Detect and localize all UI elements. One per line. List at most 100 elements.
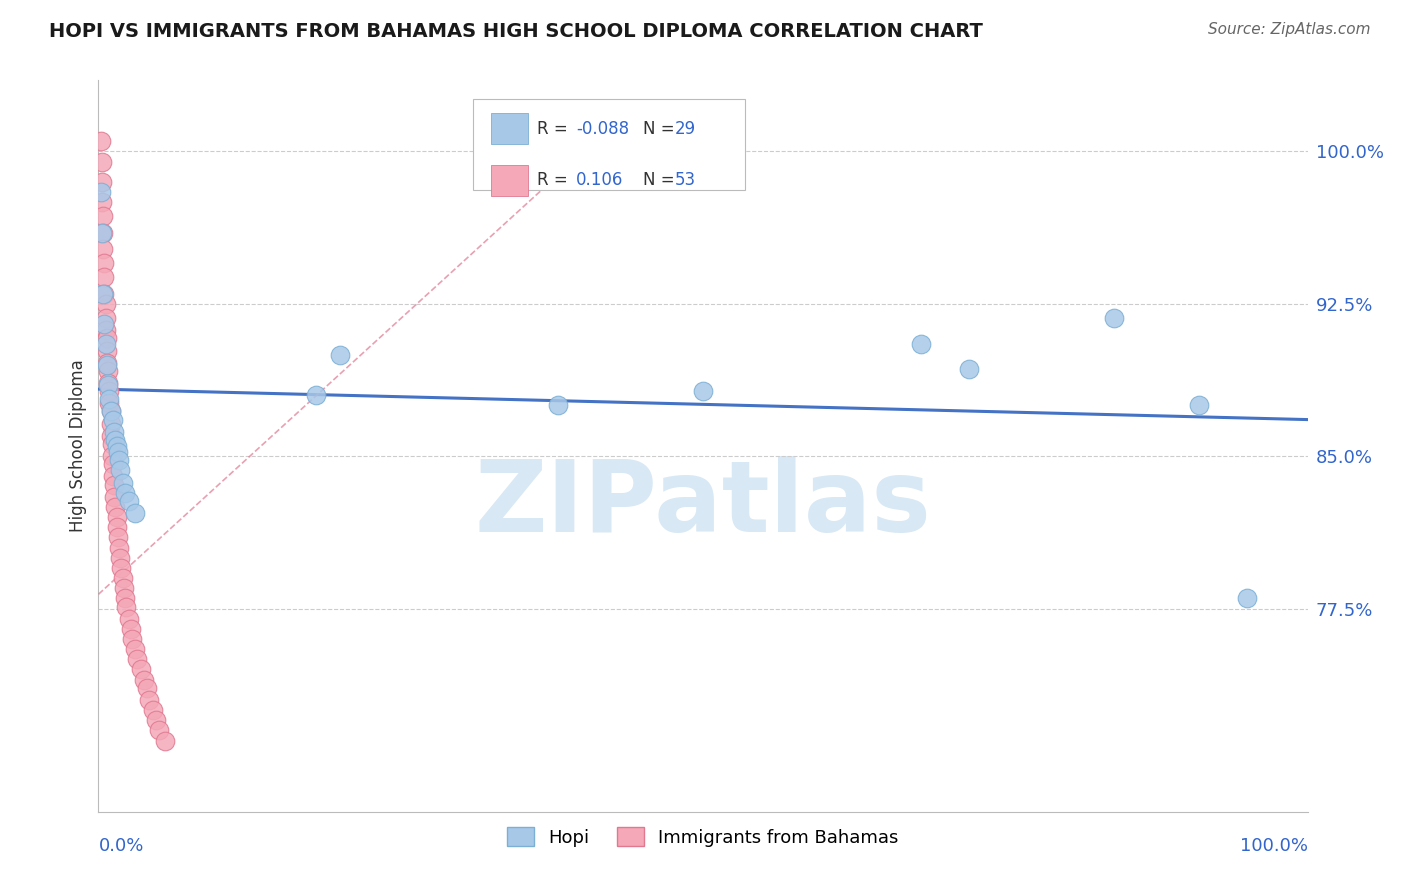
Point: [97, 376, 120, 390]
Point: [108, 463, 131, 477]
Point: [98, 396, 121, 410]
Point: [90, 134, 112, 148]
Point: [103, 477, 125, 491]
Point: [107, 445, 129, 459]
Point: [101, 469, 124, 483]
Point: [100, 404, 122, 418]
Point: [138, 693, 160, 707]
Point: [111, 571, 134, 585]
Point: [97, 364, 120, 378]
Point: [105, 520, 128, 534]
Point: [93, 317, 115, 331]
Point: [104, 500, 127, 514]
Point: [104, 433, 127, 447]
FancyBboxPatch shape: [492, 113, 527, 144]
Point: [114, 485, 136, 500]
Text: N =: N =: [643, 120, 679, 137]
Point: [98, 392, 121, 407]
Point: [148, 723, 170, 738]
Point: [96, 358, 118, 372]
Point: [94, 297, 117, 311]
Text: 0.0%: 0.0%: [98, 838, 143, 855]
Point: [121, 632, 143, 646]
Point: [910, 337, 932, 351]
Point: [114, 591, 136, 606]
Point: [115, 599, 138, 614]
Point: [118, 612, 141, 626]
Point: [1188, 398, 1211, 412]
Point: [93, 270, 115, 285]
Point: [101, 412, 124, 426]
Point: [129, 663, 152, 677]
Point: [91, 226, 114, 240]
Point: [103, 425, 125, 439]
Point: [107, 530, 129, 544]
Point: [124, 506, 146, 520]
Point: [305, 388, 328, 402]
Point: [329, 347, 352, 362]
Point: [124, 642, 146, 657]
Text: 100.0%: 100.0%: [1240, 838, 1308, 855]
Point: [98, 384, 121, 398]
Point: [94, 323, 117, 337]
Point: [93, 256, 115, 270]
Point: [94, 337, 117, 351]
Point: [110, 561, 132, 575]
Point: [108, 453, 131, 467]
Y-axis label: High School Diploma: High School Diploma: [69, 359, 87, 533]
Text: ZIPatlas: ZIPatlas: [475, 456, 931, 553]
Point: [101, 458, 124, 472]
Point: [145, 714, 167, 728]
Point: [692, 384, 714, 398]
Text: -0.088: -0.088: [576, 120, 628, 137]
Point: [100, 449, 122, 463]
Point: [120, 622, 142, 636]
Point: [1102, 310, 1125, 325]
FancyBboxPatch shape: [474, 99, 745, 190]
Point: [100, 417, 122, 431]
Point: [91, 242, 114, 256]
Point: [91, 210, 114, 224]
Point: [957, 361, 980, 376]
Point: [135, 681, 157, 695]
Legend: Hopi, Immigrants from Bahamas: Hopi, Immigrants from Bahamas: [508, 827, 898, 847]
Text: R =: R =: [537, 171, 574, 189]
Text: HOPI VS IMMIGRANTS FROM BAHAMAS HIGH SCHOOL DIPLOMA CORRELATION CHART: HOPI VS IMMIGRANTS FROM BAHAMAS HIGH SCH…: [49, 22, 983, 41]
Point: [142, 703, 165, 717]
Point: [112, 581, 135, 595]
Point: [1236, 591, 1258, 606]
Point: [153, 733, 176, 747]
Point: [91, 286, 114, 301]
Point: [547, 398, 569, 412]
Point: [118, 493, 141, 508]
Point: [96, 356, 118, 370]
Point: [96, 343, 118, 358]
Point: [90, 185, 112, 199]
Point: [100, 437, 122, 451]
Point: [105, 439, 128, 453]
Point: [91, 226, 114, 240]
Point: [134, 673, 156, 687]
Point: [94, 310, 117, 325]
Point: [100, 404, 122, 418]
Point: [93, 286, 115, 301]
Point: [105, 510, 128, 524]
Text: R =: R =: [537, 120, 574, 137]
Point: [97, 378, 120, 392]
Point: [108, 550, 131, 565]
Point: [111, 475, 134, 490]
Text: 29: 29: [675, 120, 696, 137]
Text: N =: N =: [643, 171, 679, 189]
Point: [127, 652, 149, 666]
Point: [91, 195, 114, 210]
Point: [108, 541, 131, 555]
Point: [91, 154, 114, 169]
Point: [91, 175, 114, 189]
Text: 53: 53: [675, 171, 696, 189]
Point: [100, 429, 122, 443]
Text: 0.106: 0.106: [576, 171, 623, 189]
Point: [103, 490, 125, 504]
Text: Source: ZipAtlas.com: Source: ZipAtlas.com: [1208, 22, 1371, 37]
Point: [96, 331, 118, 345]
FancyBboxPatch shape: [492, 165, 527, 196]
